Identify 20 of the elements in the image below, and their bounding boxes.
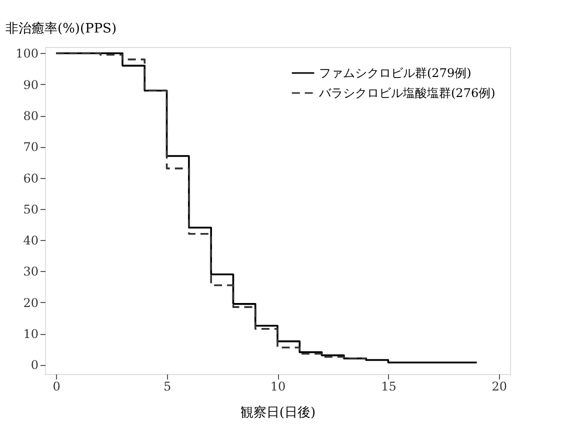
- y-tick-label: 90: [23, 78, 38, 92]
- legend-label: ファムシクロビル群(279例): [319, 66, 472, 80]
- y-axis-title: 非治癒率(%)(PPS): [6, 20, 117, 36]
- y-tick-label: 60: [23, 171, 38, 186]
- y-tick-label: 100: [16, 46, 38, 61]
- x-axis-title: 観察日(日後): [240, 404, 316, 420]
- y-tick-label: 10: [23, 327, 38, 342]
- x-tick-label: 20: [492, 380, 508, 394]
- y-tick-label: 30: [23, 264, 38, 279]
- legend-label: バラシクロビル塩酸塩群(276例): [318, 86, 496, 100]
- y-tick-label: 70: [23, 140, 38, 154]
- x-tick-label: 0: [52, 380, 60, 394]
- y-tick-label: 80: [23, 109, 38, 124]
- y-tick-label: 20: [23, 296, 38, 310]
- x-tick-label: 15: [381, 380, 396, 394]
- y-tick-label: 50: [23, 202, 38, 216]
- y-tick-label: 0: [30, 358, 38, 372]
- x-tick-label: 10: [270, 380, 286, 394]
- y-tick-label: 40: [23, 234, 38, 248]
- x-tick-label: 5: [163, 380, 172, 394]
